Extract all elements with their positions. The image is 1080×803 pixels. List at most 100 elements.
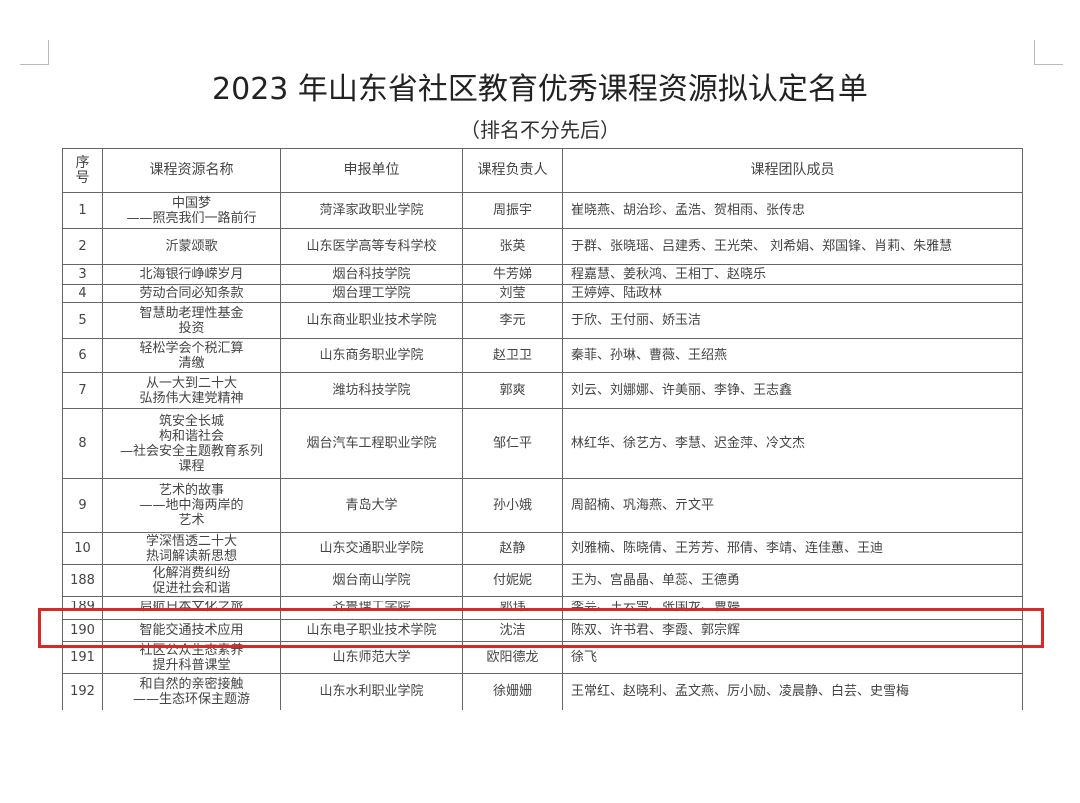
row-number-text: 188	[70, 573, 95, 588]
applicant-unit-text: 菏泽家政职业学院	[319, 203, 424, 218]
row-number: 2	[62, 228, 103, 265]
applicant-unit-text: 潍坊科技学院	[332, 383, 411, 398]
applicant-unit-text: 山东商务职业学院	[319, 348, 424, 363]
table-row: 192 和自然的亲密接触 ——生态环保主题游 山东水利职业学院 徐姗姗 王常红、赵晓利、…	[62, 673, 1023, 710]
applicant-unit: 菏泽家政职业学院	[280, 192, 463, 229]
team-members-text: 王常红、赵晓利、孟文燕、厉小励、凌晨静、白芸、史雪梅	[571, 684, 910, 700]
header-unit: 申报单位	[280, 148, 463, 193]
course-lead: 徐姗姗	[462, 673, 563, 710]
applicant-unit: 青岛大学	[280, 478, 463, 533]
row-number-text: 3	[78, 267, 87, 282]
course-name: 艺术的故事 ——地中海两岸的 艺术	[102, 478, 281, 533]
applicant-unit-text: 山东医学高等专科学校	[306, 239, 437, 254]
team-members: 陈双、许书君、李霞、郭宗辉	[562, 619, 1023, 642]
course-name-text: 轻松学会个税汇算 清缴	[139, 340, 244, 371]
row-number: 1	[62, 192, 103, 229]
course-name: 劳动合同必知条款	[102, 284, 281, 303]
row-number: 6	[62, 338, 103, 373]
table-row: 10 学深悟透二十大 热词解读新思想 山东交通职业学院 赵静 刘雅楠、陈晓倩、王芳芳、邢…	[62, 532, 1023, 565]
applicant-unit: 山东商业职业技术学院	[280, 302, 463, 339]
applicant-unit-text: 烟台理工学院	[332, 286, 411, 301]
course-name: 和自然的亲密接触 ——生态环保主题游	[102, 673, 281, 710]
course-lead: 张英	[462, 228, 563, 265]
course-name: 智慧助老理性基金 投资	[102, 302, 281, 339]
team-members: 王为、宫晶晶、单蕊、王德勇	[562, 564, 1023, 597]
header-lead: 课程负责人	[462, 148, 563, 193]
table-row: 5 智慧助老理性基金 投资 山东商业职业技术学院 李元 于欣、王付丽、娇玉洁	[62, 302, 1023, 339]
course-lead-text: 刘莹	[499, 286, 526, 301]
course-name-text: 劳动合同必知条款	[139, 286, 244, 301]
course-lead-text: 赵静	[499, 541, 526, 556]
table-header-row: 序 号 课程资源名称 申报单位 课程负责人 课程团队成员	[62, 148, 1023, 193]
applicant-unit: 烟台南山学院	[280, 564, 463, 597]
team-members: 刘云、刘娜娜、许美丽、李铮、王志鑫	[562, 372, 1023, 409]
course-name: 从一大到二十大 弘扬伟大建党精神	[102, 372, 281, 409]
row-number-text: 6	[78, 348, 87, 363]
applicant-unit-text: 山东电子职业技术学院	[306, 623, 437, 638]
course-lead-text: 牛芳娣	[492, 267, 532, 282]
row-number-text: 191	[70, 650, 95, 665]
header-members: 课程团队成员	[562, 148, 1023, 193]
applicant-unit-text: 烟台汽车工程职业学院	[306, 436, 437, 451]
applicant-unit-text: 烟台南山学院	[332, 573, 411, 588]
course-name-text: 智慧助老理性基金 投资	[139, 305, 244, 336]
course-lead: 邹仁平	[462, 408, 563, 479]
team-members: 秦菲、孙琳、曹薇、王绍燕	[562, 338, 1023, 373]
team-members-text: 于群、张晓瑶、吕建秀、王光荣、 刘希娟、郑国锋、肖莉、朱雅慧	[571, 239, 953, 254]
team-members: 程嘉慧、姜秋鸿、王相丁、赵晓乐	[562, 264, 1023, 285]
course-lead: 孙小娥	[462, 478, 563, 533]
course-name-text: 北海银行峥嵘岁月	[139, 267, 244, 282]
row-number-text: 5	[78, 313, 87, 328]
course-lead: 赵静	[462, 532, 563, 565]
team-members-text: 陈双、许书君、李霞、郭宗辉	[571, 623, 741, 638]
team-members-text: 王为、宫晶晶、单蕊、王德勇	[571, 573, 741, 588]
team-members: 于欣、王付丽、娇玉洁	[562, 302, 1023, 339]
course-name-text: 中国梦 ——照亮我们一路前行	[126, 195, 257, 226]
course-lead-text: 张英	[499, 239, 526, 254]
table-row: 188 化解消费纠纷 促进社会和谐 烟台南山学院 付妮妮 王为、宫晶晶、单蕊、王德勇	[62, 564, 1023, 597]
table-row: 7 从一大到二十大 弘扬伟大建党精神 潍坊科技学院 郭爽 刘云、刘娜娜、许美丽、李铮、王…	[62, 372, 1023, 409]
applicant-unit: 山东交通职业学院	[280, 532, 463, 565]
row-number-text: 4	[78, 286, 87, 301]
course-name: 中国梦 ——照亮我们一路前行	[102, 192, 281, 229]
row-number: 188	[62, 564, 103, 597]
applicant-unit: 烟台科技学院	[280, 264, 463, 285]
applicant-unit-text: 青岛大学	[345, 498, 398, 513]
row-number-text: 1	[78, 203, 87, 218]
row-number-text: 10	[74, 541, 91, 556]
course-lead-text: 赵卫卫	[492, 348, 532, 363]
course-lead: 牛芳娣	[462, 264, 563, 285]
applicant-unit: 烟台理工学院	[280, 284, 463, 303]
row-number: 4	[62, 284, 103, 303]
course-lead: 刘莹	[462, 284, 563, 303]
table-row: 1 中国梦 ——照亮我们一路前行 菏泽家政职业学院 周振宇 崔晓燕、胡治珍、孟浩、贺相雨…	[62, 192, 1023, 229]
course-lead-text: 沈洁	[499, 623, 526, 638]
team-members-text: 徐飞	[571, 650, 598, 665]
applicant-unit-text: 山东商业职业技术学院	[306, 313, 437, 328]
course-list-table: 序 号 课程资源名称 申报单位 课程负责人 课程团队成员 1 中国梦 ——照亮我们…	[62, 148, 1023, 710]
team-members: 于群、张晓瑶、吕建秀、王光荣、 刘希娟、郑国锋、肖莉、朱雅慧	[562, 228, 1023, 265]
team-members: 林红华、徐艺方、李慧、迟金萍、冷文杰	[562, 408, 1023, 479]
course-name: 沂蒙颂歌	[102, 228, 281, 265]
crop-mark-top-right	[1034, 40, 1063, 65]
header-course: 课程资源名称	[102, 148, 281, 193]
applicant-unit-text: 山东交通职业学院	[319, 541, 424, 556]
course-lead-text: 徐姗姗	[492, 684, 532, 700]
course-name: 化解消费纠纷 促进社会和谐	[102, 564, 281, 597]
course-lead-text: 欧阳德龙	[486, 650, 539, 665]
table-row: 6 轻松学会个税汇算 清缴 山东商务职业学院 赵卫卫 秦菲、孙琳、曹薇、王绍燕	[62, 338, 1023, 373]
document-title: 2023 年山东省社区教育优秀课程资源拟认定名单	[212, 72, 868, 107]
course-name: 筑安全长城 构和谐社会 —社会安全主题教育系列 课程	[102, 408, 281, 479]
table-row: 2 沂蒙颂歌 山东医学高等专科学校 张英 于群、张晓瑶、吕建秀、王光荣、 刘希娟、郑国锋…	[62, 228, 1023, 265]
table-row: 9 艺术的故事 ——地中海两岸的 艺术 青岛大学 孙小娥 周韶楠、巩海燕、亓文平	[62, 478, 1023, 533]
row-number: 8	[62, 408, 103, 479]
table-row: 3 北海银行峥嵘岁月 烟台科技学院 牛芳娣 程嘉慧、姜秋鸿、王相丁、赵晓乐	[62, 264, 1023, 285]
row-number: 7	[62, 372, 103, 409]
course-lead: 周振宇	[462, 192, 563, 229]
course-lead: 付妮妮	[462, 564, 563, 597]
course-lead: 郭爽	[462, 372, 563, 409]
course-name-text: 学深悟透二十大 热词解读新思想	[145, 533, 237, 564]
header-no: 序 号	[62, 148, 103, 193]
applicant-unit: 烟台汽车工程职业学院	[280, 408, 463, 479]
table-row: 4 劳动合同必知条款 烟台理工学院 刘莹 王婷婷、陆政林	[62, 284, 1023, 303]
